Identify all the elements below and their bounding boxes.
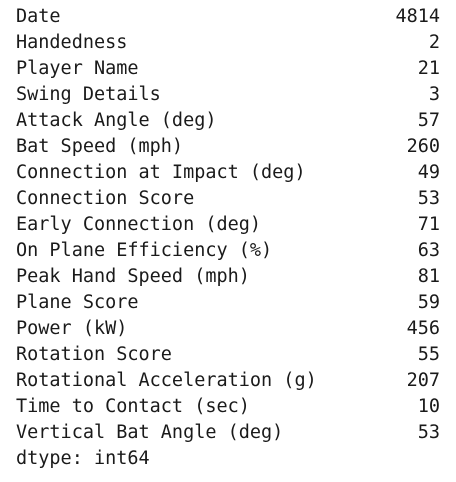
row-value: 207 (406, 370, 440, 391)
row-value: 3 (428, 84, 440, 105)
row-value: 53 (417, 422, 440, 443)
row-value: 21 (417, 58, 440, 79)
series-row: Plane Score 59 (16, 290, 440, 316)
series-row: Connection Score 53 (16, 186, 440, 212)
series-row: Date 4814 (16, 4, 440, 30)
series-row: Attack Angle (deg) 57 (16, 108, 440, 134)
row-label: Plane Score (16, 292, 139, 313)
dtype-footer: dtype: int64 (16, 448, 150, 469)
row-label: Time to Contact (sec) (16, 396, 250, 417)
row-label: Connection Score (16, 188, 195, 209)
row-value: 53 (417, 188, 440, 209)
series-row: Swing Details 3 (16, 82, 440, 108)
series-row: Rotation Score 55 (16, 342, 440, 368)
row-label: Rotational Acceleration (g) (16, 370, 317, 391)
row-value: 55 (417, 344, 440, 365)
row-label: Handedness (16, 32, 128, 53)
row-value: 260 (406, 136, 440, 157)
series-row: Rotational Acceleration (g) 207 (16, 368, 440, 394)
row-label: Bat Speed (mph) (16, 136, 184, 157)
row-value: 49 (417, 162, 440, 183)
row-value: 2 (428, 32, 440, 53)
row-value: 59 (417, 292, 440, 313)
row-value: 81 (417, 266, 440, 287)
row-value: 10 (417, 396, 440, 417)
series-row: Bat Speed (mph) 260 (16, 134, 440, 160)
row-label: Player Name (16, 58, 139, 79)
row-label: Attack Angle (deg) (16, 110, 217, 131)
row-label: Connection at Impact (deg) (16, 162, 306, 183)
series-row: Time to Contact (sec) 10 (16, 394, 440, 420)
row-label: Date (16, 6, 61, 27)
series-row: Handedness 2 (16, 30, 440, 56)
series-row: Early Connection (deg) 71 (16, 212, 440, 238)
row-label: Vertical Bat Angle (deg) (16, 422, 284, 443)
series-row: Peak Hand Speed (mph) 81 (16, 264, 440, 290)
series-row: On Plane Efficiency (%) 63 (16, 238, 440, 264)
cell-output: Date 4814 Handedness 2 Player Name 21 Sw… (16, 4, 440, 472)
row-label: On Plane Efficiency (%) (16, 240, 273, 261)
series-row: Power (kW) 456 (16, 316, 440, 342)
row-value: 71 (417, 214, 440, 235)
series-row: Vertical Bat Angle (deg) 53 (16, 420, 440, 446)
series-row: Connection at Impact (deg) 49 (16, 160, 440, 186)
row-label: Early Connection (deg) (16, 214, 262, 235)
row-label: Power (kW) (16, 318, 128, 339)
row-label: Swing Details (16, 84, 161, 105)
row-value: 4814 (395, 6, 440, 27)
series-row: Player Name 21 (16, 56, 440, 82)
row-value: 63 (417, 240, 440, 261)
row-label: Rotation Score (16, 344, 172, 365)
row-value: 57 (417, 110, 440, 131)
row-value: 456 (406, 318, 440, 339)
row-label: Peak Hand Speed (mph) (16, 266, 250, 287)
